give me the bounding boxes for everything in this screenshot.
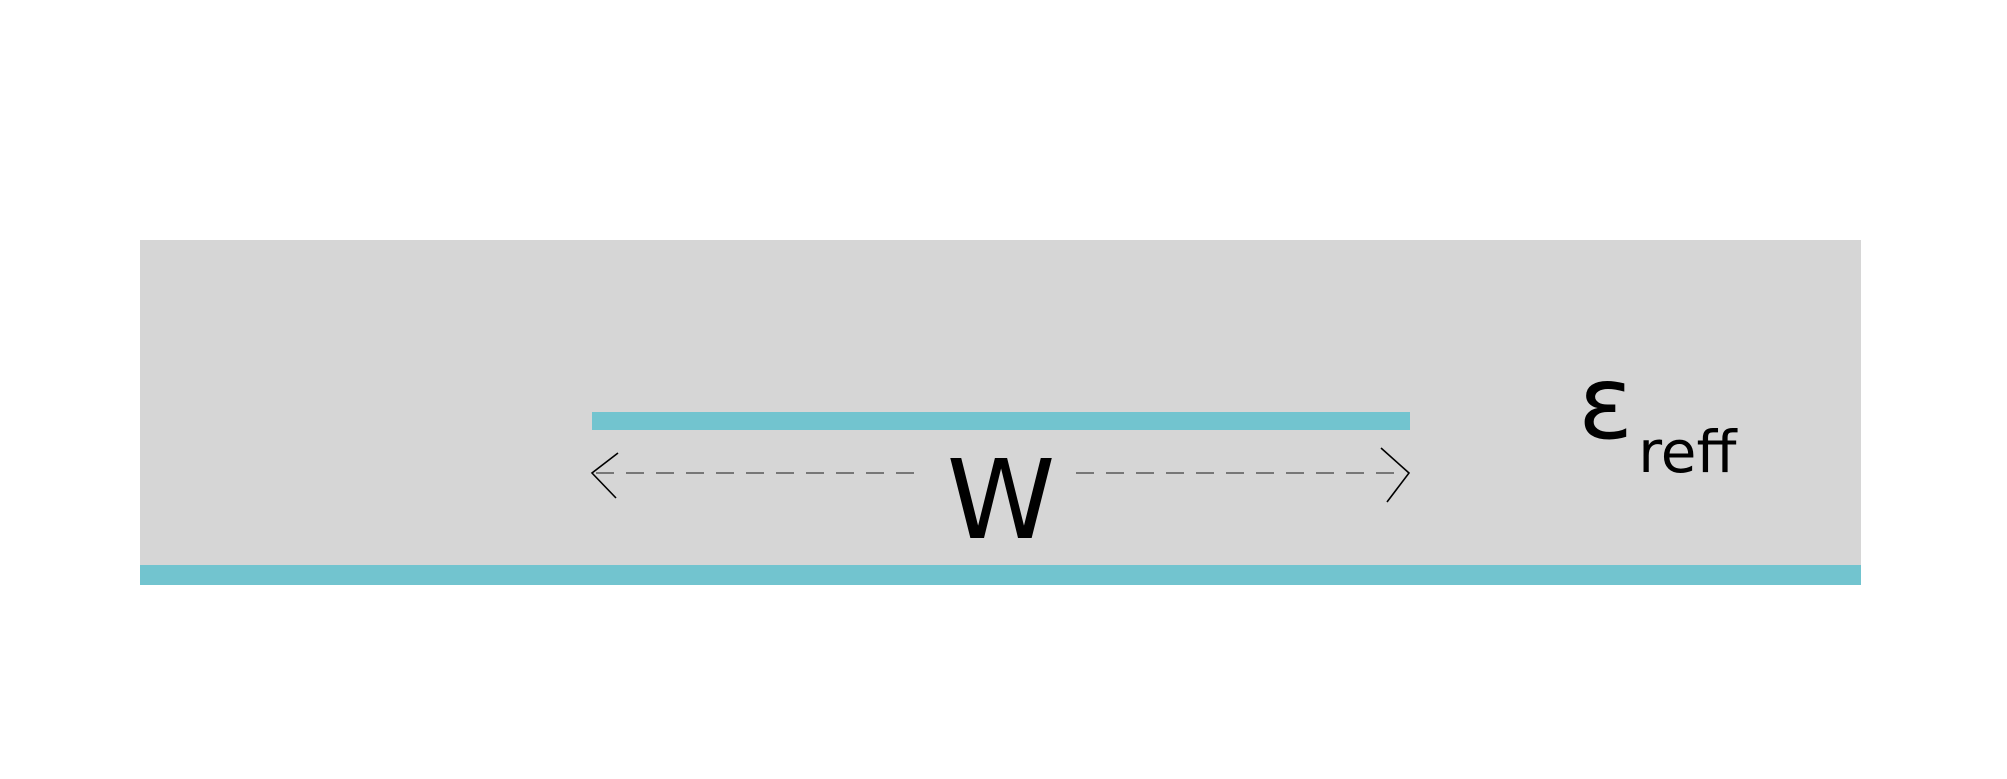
strip-conductor xyxy=(592,412,1410,430)
effective-permittivity-label: ε reff xyxy=(1578,344,1738,486)
width-label: W xyxy=(947,436,1056,564)
epsilon-symbol: ε xyxy=(1578,344,1633,463)
left-arrowhead-icon xyxy=(590,452,619,499)
dielectric-substrate xyxy=(140,240,1861,565)
ground-plane xyxy=(140,565,1861,585)
right-arrowhead-icon xyxy=(1380,447,1411,503)
effective-permittivity-subscript: reff xyxy=(1638,418,1738,486)
